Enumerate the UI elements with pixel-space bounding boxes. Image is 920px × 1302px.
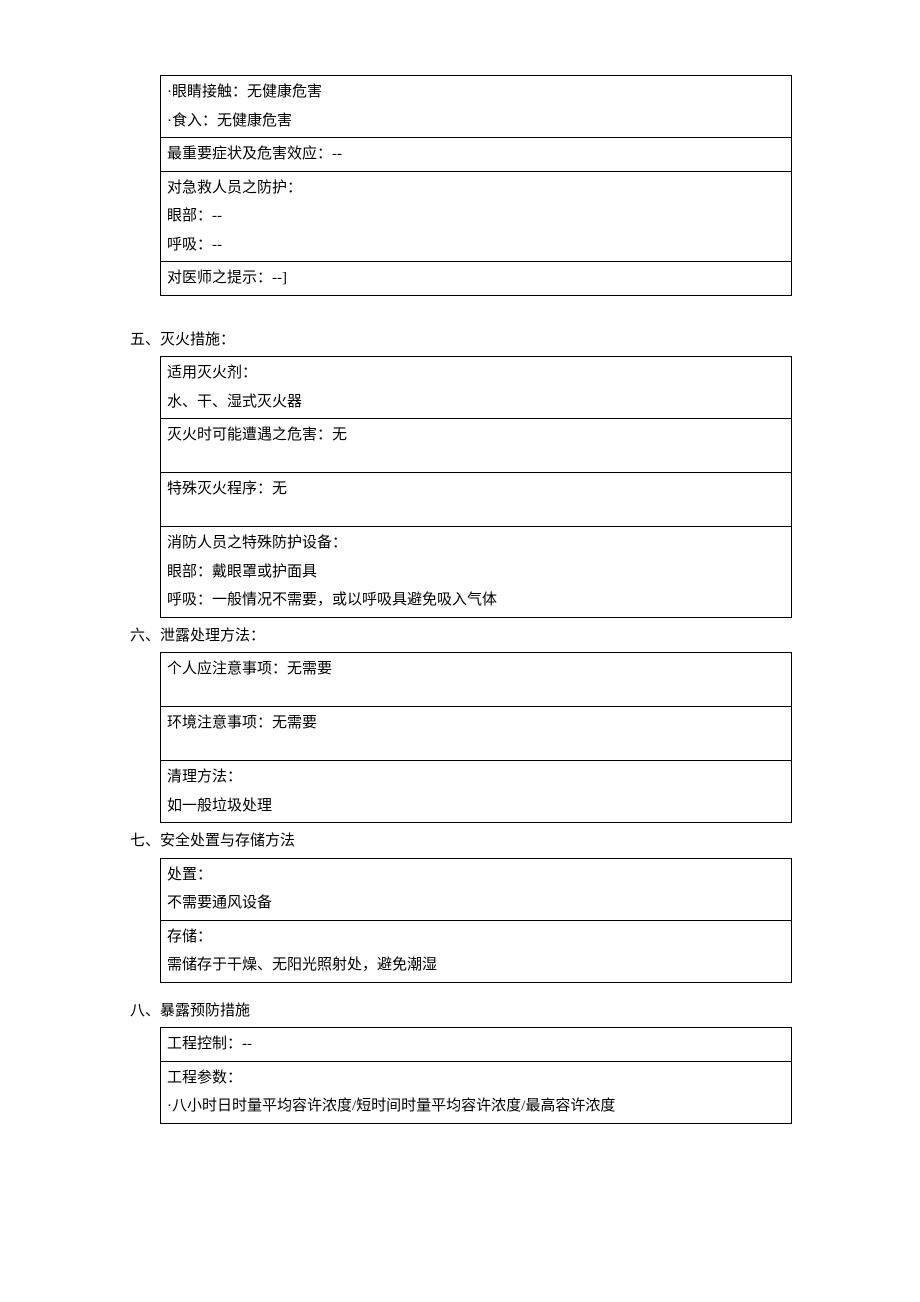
section6-table: 个人应注意事项：无需要 环境注意事项：无需要 清理方法： 如一般垃圾处理 (160, 652, 792, 823)
section8-row2: 工程参数： ·八小时日时量平均容许浓度/短时间时量平均容许浓度/最高容许浓度 (161, 1061, 792, 1123)
section6-row3: 清理方法： 如一般垃圾处理 (161, 761, 792, 823)
section4-row3: 对急救人员之防护： 眼部：-- 呼吸：-- (161, 171, 792, 262)
section6-row2: 环境注意事项：无需要 (161, 707, 792, 761)
section6-heading: 六、泄露处理方法： (130, 622, 790, 651)
section5-row2: 灭火时可能遭遇之危害：无 (161, 419, 792, 473)
section7-row1: 处置： 不需要通风设备 (161, 858, 792, 920)
section6-row1: 个人应注意事项：无需要 (161, 653, 792, 707)
section5-row1: 适用灭火剂： 水、干、湿式灭火器 (161, 357, 792, 419)
section4-row4: 对医师之提示：--] (161, 262, 792, 296)
section5-row4: 消防人员之特殊防护设备： 眼部：戴眼罩或护面具 呼吸：一般情况不需要，或以呼吸具… (161, 527, 792, 618)
section7-heading: 七、安全处置与存储方法 (130, 827, 790, 856)
section8-table: 工程控制：-- 工程参数： ·八小时日时量平均容许浓度/短时间时量平均容许浓度/… (160, 1027, 792, 1124)
section4-tail-table: ·眼睛接触：无健康危害 ·食入：无健康危害 最重要症状及危害效应：-- 对急救人… (160, 75, 792, 296)
section5-heading: 五、灭火措施： (130, 326, 790, 355)
section7-table: 处置： 不需要通风设备 存储： 需储存于干燥、无阳光照射处，避免潮湿 (160, 858, 792, 983)
section5-row3: 特殊灭火程序：无 (161, 473, 792, 527)
section7-row2: 存储： 需储存于干燥、无阳光照射处，避免潮湿 (161, 920, 792, 982)
section8-row1: 工程控制：-- (161, 1028, 792, 1062)
section5-table: 适用灭火剂： 水、干、湿式灭火器 灭火时可能遭遇之危害：无 特殊灭火程序：无 消… (160, 356, 792, 618)
section8-heading: 八、暴露预防措施 (130, 997, 790, 1026)
section4-row2: 最重要症状及危害效应：-- (161, 138, 792, 172)
section4-row1: ·眼睛接触：无健康危害 ·食入：无健康危害 (161, 76, 792, 138)
